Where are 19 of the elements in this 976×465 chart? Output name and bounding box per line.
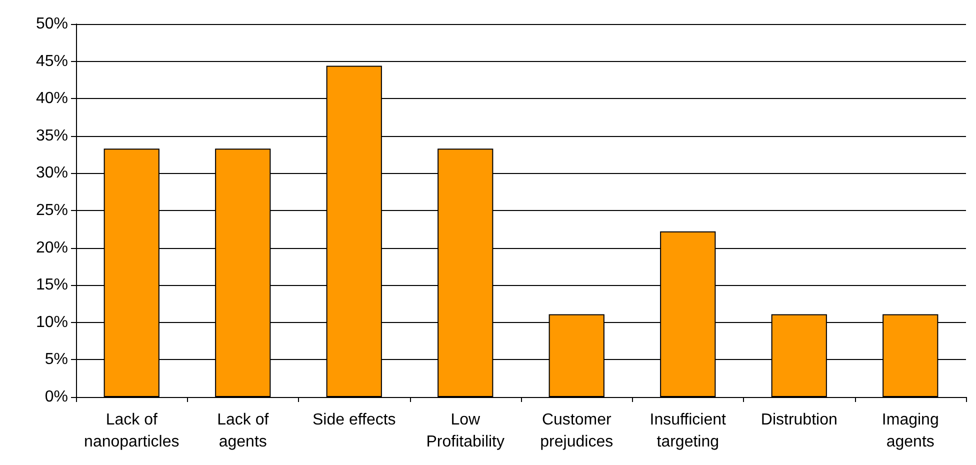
y-tick-label: 5% <box>44 351 68 368</box>
y-tick-label: 20% <box>36 239 68 256</box>
y-tick-label: 10% <box>36 314 68 331</box>
x-tick-label: Distrubtion <box>760 412 838 428</box>
y-tick-label: 40% <box>36 90 68 108</box>
x-tick-label: Customer prejudices <box>540 412 614 450</box>
x-tick-label: Insufficient targeting <box>650 412 727 450</box>
y-tick-label: 30% <box>36 164 68 182</box>
y-tick-label: 35% <box>36 127 68 144</box>
y-tick-label: 25% <box>36 202 68 219</box>
y-tick-label: 0% <box>44 388 68 406</box>
x-tick-label: Lack of nanoparticles <box>84 412 180 450</box>
y-tick-label: 45% <box>36 52 68 70</box>
x-tick-label: Side effects <box>312 412 396 428</box>
y-tick-label: 15% <box>36 276 68 294</box>
y-tick-label: 50% <box>36 16 68 32</box>
x-tick-label: Low Profitability <box>426 412 504 450</box>
x-tick-label: Lack of agents <box>217 412 270 450</box>
x-tick-label: Imaging agents <box>882 412 939 450</box>
